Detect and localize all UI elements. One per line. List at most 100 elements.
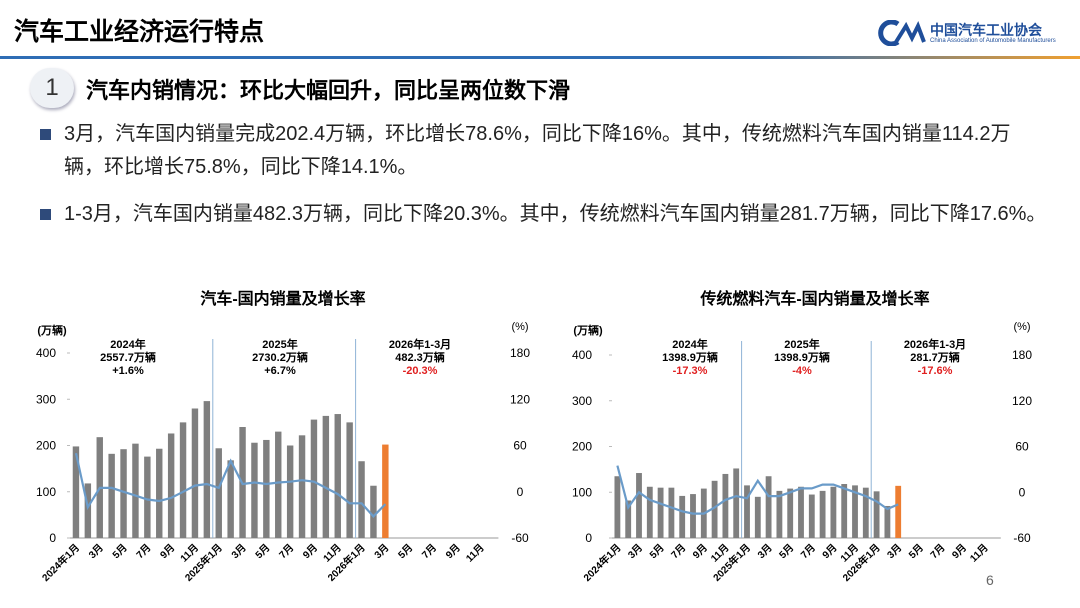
y2-tick-label: -60 [1013, 531, 1031, 545]
annotation-change: -17.3% [673, 365, 708, 377]
x-tick-label: 9月 [158, 542, 177, 561]
bar [625, 500, 632, 538]
bar [167, 433, 175, 538]
logo-subtitle: China Association of Automobile Manufact… [930, 38, 1056, 44]
annotation-change: +6.7% [264, 365, 296, 377]
x-tick-label: 9月 [950, 542, 969, 561]
bar [895, 485, 902, 538]
annotation-total: 482.3万辆 [395, 350, 445, 364]
bar [358, 461, 365, 538]
bar [191, 408, 199, 538]
x-tick-label: 7月 [798, 542, 817, 561]
x-tick-label: 5月 [777, 542, 796, 561]
x-tick-label: 7月 [134, 542, 153, 561]
x-tick-label: 5月 [906, 542, 925, 561]
annotation-year: 2025年 [262, 337, 297, 351]
bar [733, 468, 740, 538]
y2-tick-label: 180 [510, 346, 530, 360]
y2-tick-label: -60 [511, 531, 529, 545]
x-tick-label: 3月 [229, 542, 248, 561]
bar [370, 485, 377, 538]
bar [765, 476, 772, 538]
bar [776, 490, 783, 538]
x-tick-label: 3月 [626, 542, 645, 561]
bar [614, 476, 621, 538]
x-tick-label: 2024年1月 [39, 541, 82, 584]
bar [120, 449, 127, 538]
x-tick-label: 3月 [755, 542, 774, 561]
bar [636, 473, 642, 538]
bar [144, 456, 151, 538]
chart-title: 汽车-国内销量及增长率 [200, 289, 365, 308]
bar [322, 415, 330, 538]
x-tick-label: 9月 [301, 542, 320, 561]
page-number: 6 [986, 572, 994, 588]
y2-tick-label: 120 [1012, 394, 1032, 408]
y2-tick-label: 0 [1019, 485, 1026, 499]
bar [690, 494, 696, 538]
header-rule [0, 56, 1080, 59]
y-tick-label: 100 [36, 485, 56, 499]
annotation-year: 2024年 [110, 337, 145, 351]
chart-title: 传统燃料汽车-国内销量及增长率 [699, 289, 929, 308]
y2-tick-label: 60 [513, 439, 527, 453]
annotation-year: 2024年 [672, 337, 707, 351]
bar [862, 487, 869, 538]
chart: 传统燃料汽车-国内销量及增长率 (万辆) (%) 0 100 200 300 400 -60 0 6… [572, 289, 1032, 584]
bar [215, 448, 222, 538]
bullet-list: 3月，汽车国内销量完成202.4万辆，环比增长78.6%，同比下降16%。其中，… [38, 118, 1048, 245]
annotation-total: 2730.2万辆 [252, 350, 308, 364]
bar [657, 487, 664, 538]
y-tick-label: 200 [36, 439, 56, 453]
y-axis-label: (万辆) [37, 323, 67, 337]
y2-axis-label: (%) [511, 321, 528, 333]
bar [227, 460, 234, 538]
annotation-total: 1398.9万辆 [662, 350, 718, 364]
y2-tick-label: 120 [510, 392, 530, 406]
bar [722, 473, 729, 538]
bar [298, 435, 306, 538]
x-tick-label: 7月 [277, 542, 296, 561]
bar [263, 439, 270, 538]
bar [179, 422, 187, 538]
y-tick-label: 400 [572, 348, 592, 362]
bar [346, 422, 353, 538]
bar [884, 505, 891, 538]
y-axis-label: (万辆) [573, 323, 603, 337]
logo-name: 中国汽车工业协会 [930, 22, 1042, 38]
annotation-change: -17.6% [918, 365, 953, 377]
line [74, 452, 387, 519]
section-title: 汽车内销情况：环比大幅回升，同比呈两位数下滑 [86, 78, 571, 103]
bar [251, 442, 258, 538]
section-number: 1 [30, 68, 74, 108]
annotation-year: 2026年1-3月 [389, 337, 451, 351]
bar [787, 488, 794, 538]
x-tick-label: 3月 [885, 542, 904, 561]
y-tick-label: 200 [572, 440, 592, 454]
y2-tick-label: 180 [1012, 348, 1032, 362]
x-tick-label: 5月 [396, 542, 415, 561]
x-tick-label: 9月 [443, 542, 462, 561]
bullet: 1-3月，汽车国内销量482.3万辆，同比下降20.3%。其中，传统燃料汽车国内… [38, 198, 1048, 231]
bullet: 3月，汽车国内销量完成202.4万辆，环比增长78.6%，同比下降16%。其中，… [38, 118, 1048, 184]
bar [744, 485, 750, 538]
bar [808, 494, 815, 538]
annotation-year: 2025年 [784, 337, 819, 351]
logo: 中国汽车工业协会 China Association of Automobile… [876, 18, 1066, 50]
annotation-total: 2557.7万辆 [100, 350, 156, 364]
x-tick-label: 3月 [372, 542, 391, 561]
bar [798, 486, 804, 538]
bar [84, 483, 92, 538]
x-tick-label: 9月 [820, 542, 839, 561]
header-title: 汽车工业经济运行特点 [14, 18, 265, 46]
bar [668, 487, 675, 538]
y2-tick-label: 0 [517, 485, 524, 499]
y-tick-label: 100 [572, 485, 592, 499]
bar [382, 444, 389, 538]
bar [72, 446, 80, 538]
x-tick-label: 9月 [690, 542, 709, 561]
x-tick-label: 7月 [669, 542, 688, 561]
bar [156, 448, 163, 538]
annotation-change: -20.3% [403, 365, 438, 377]
